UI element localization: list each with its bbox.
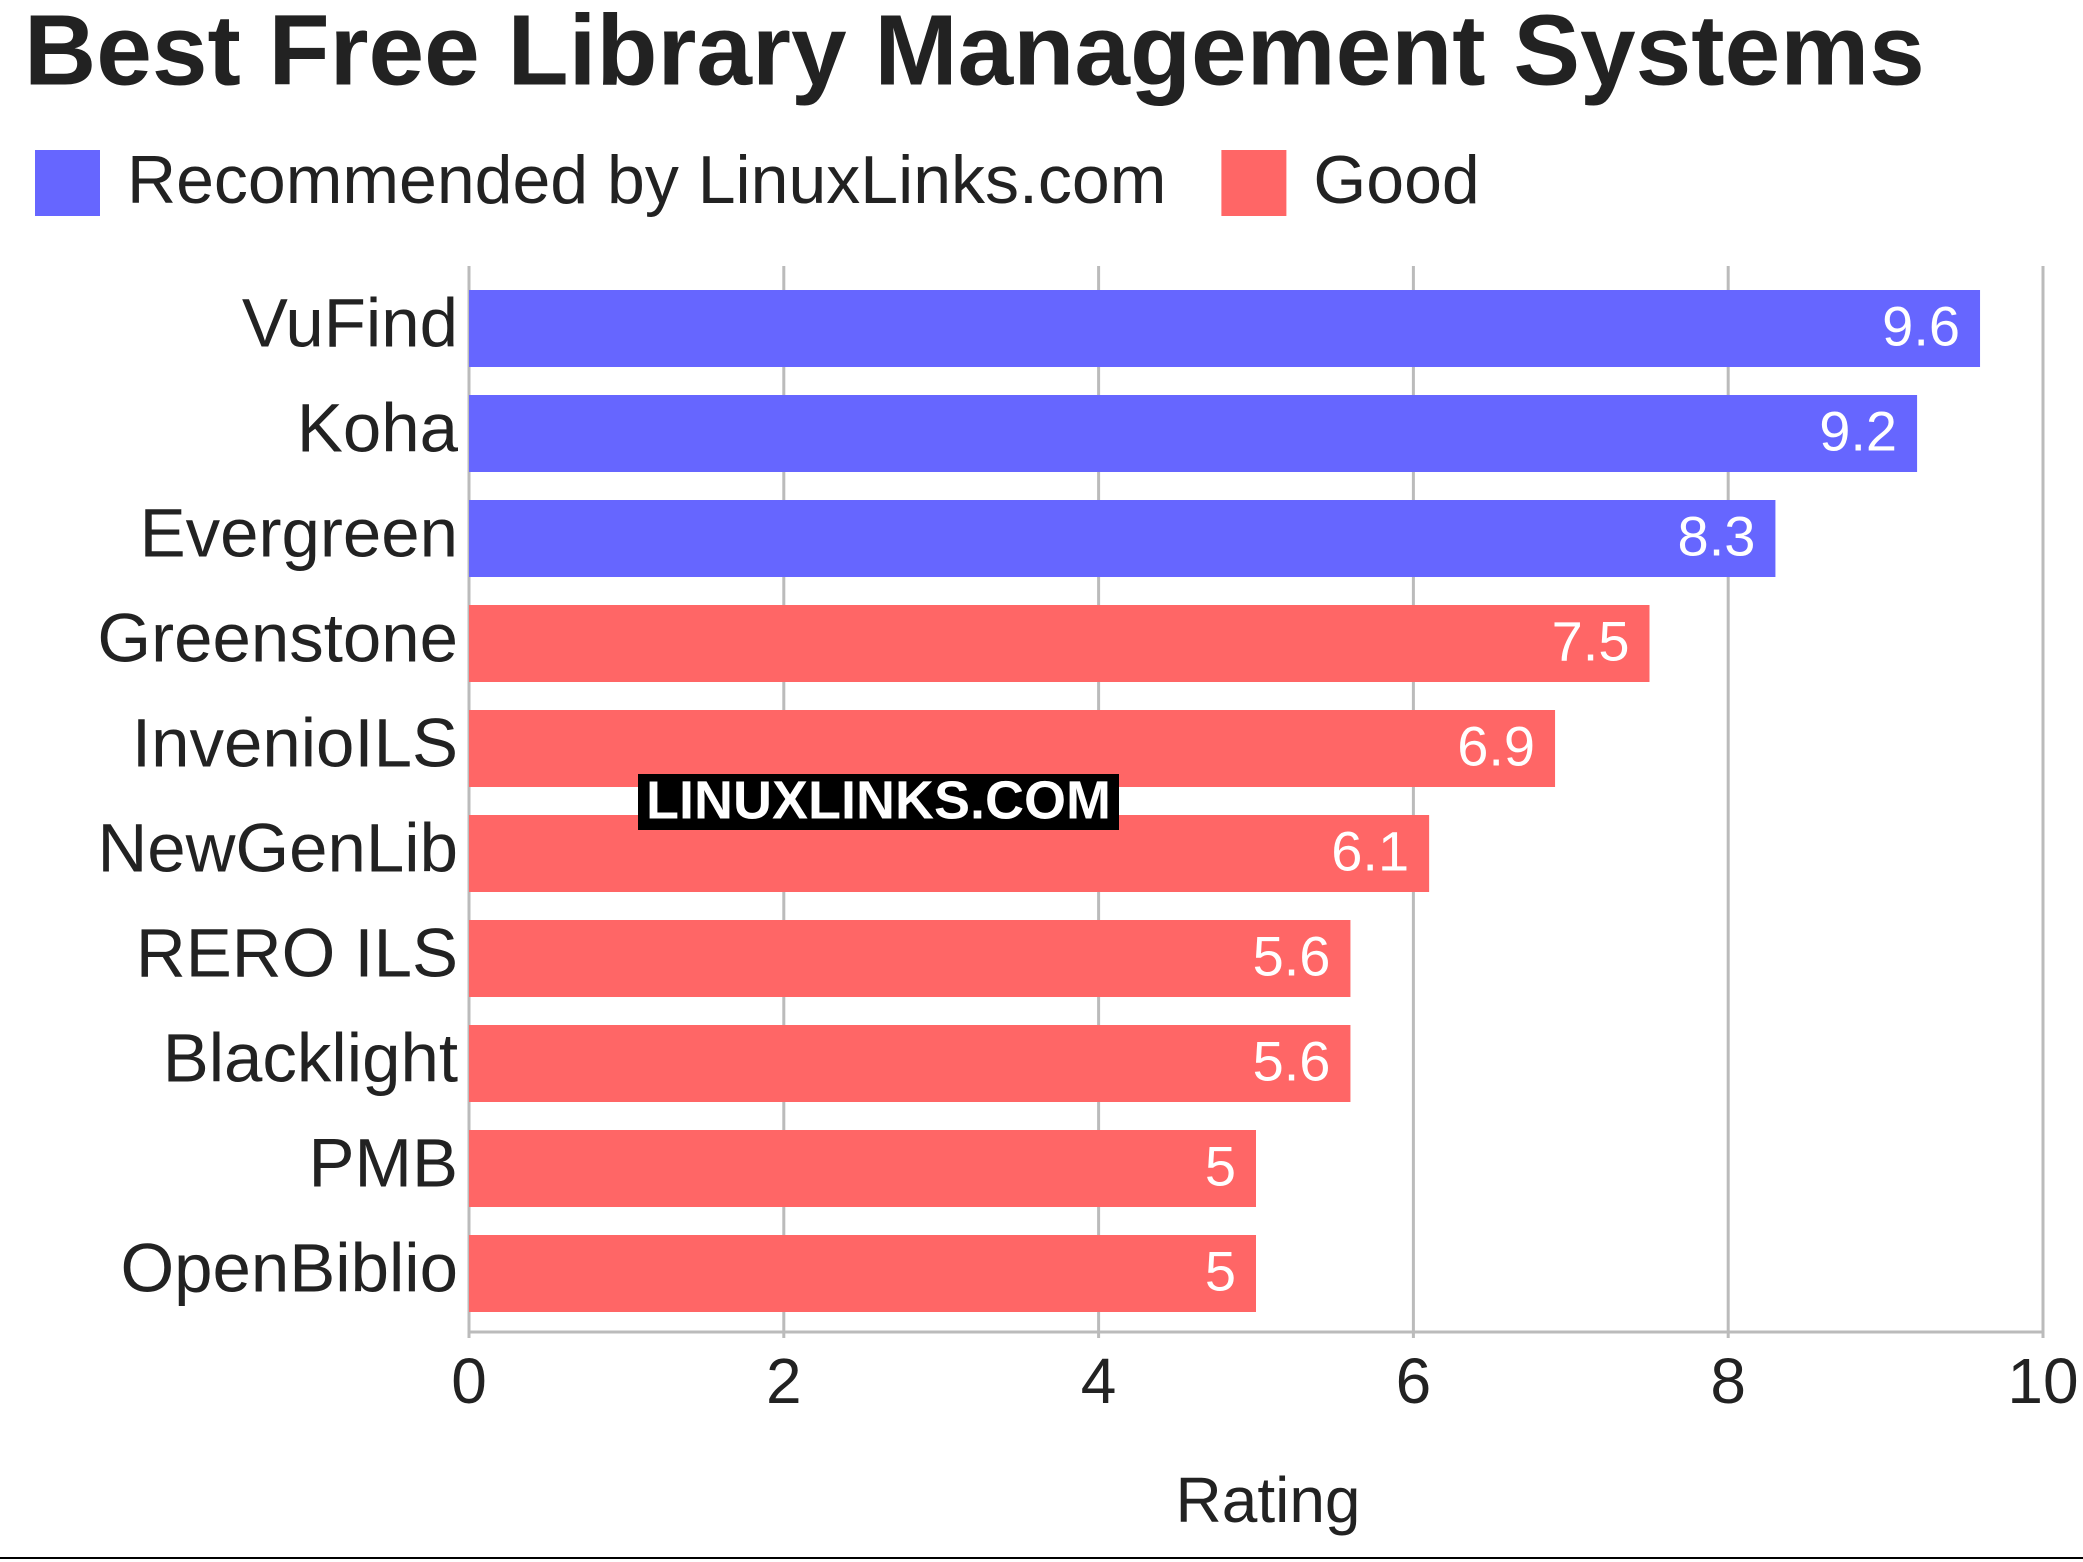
bar [469,1025,1351,1102]
data-label: 5.6 [1253,1029,1331,1092]
chart-title: Best Free Library Management Systems [24,0,1925,106]
data-label: 5 [1205,1239,1236,1302]
y-tick-label: InvenioILS [132,705,458,782]
data-label: 9.6 [1882,294,1960,357]
watermark-bg [638,774,1119,830]
bar [469,605,1650,682]
bar [469,290,1981,367]
legend-swatch [1221,150,1287,216]
y-tick-label: VuFind [242,285,458,362]
legend-label: Recommended by LinuxLinks.com [127,142,1166,218]
bar [469,1130,1256,1207]
y-tick-label: Greenstone [97,600,458,677]
data-label: 6.9 [1457,714,1535,777]
y-tick-label: Evergreen [140,495,458,572]
data-label: 9.2 [1819,399,1897,462]
data-label: 8.3 [1678,504,1756,567]
y-tick-label: NewGenLib [97,810,458,887]
bar [469,395,1918,472]
x-tick-label: 4 [1081,1345,1117,1417]
legend-label: Good [1313,142,1479,218]
x-tick-label: 6 [1396,1345,1432,1417]
x-tick-label: 0 [451,1345,487,1417]
y-tick-label: Blacklight [163,1020,458,1097]
y-tick-label: RERO ILS [136,915,458,992]
data-label: 5 [1205,1134,1236,1197]
x-axis-label: Rating [1176,1464,1361,1536]
x-tick-label: 10 [2007,1345,2078,1417]
bar [469,1235,1256,1312]
y-tick-label: PMB [308,1125,458,1202]
legend-swatch [35,150,100,216]
data-label: 5.6 [1253,924,1331,987]
y-tick-label: OpenBiblio [120,1230,458,1307]
watermark: LINUXLINKS.COM [646,770,1111,830]
x-tick-label: 2 [766,1345,802,1417]
data-label: 6.1 [1331,819,1409,882]
bar [469,500,1776,577]
data-label: 7.5 [1552,609,1630,672]
y-tick-label: Koha [297,390,459,467]
bar [469,920,1351,997]
x-tick-label: 8 [1710,1345,1746,1417]
